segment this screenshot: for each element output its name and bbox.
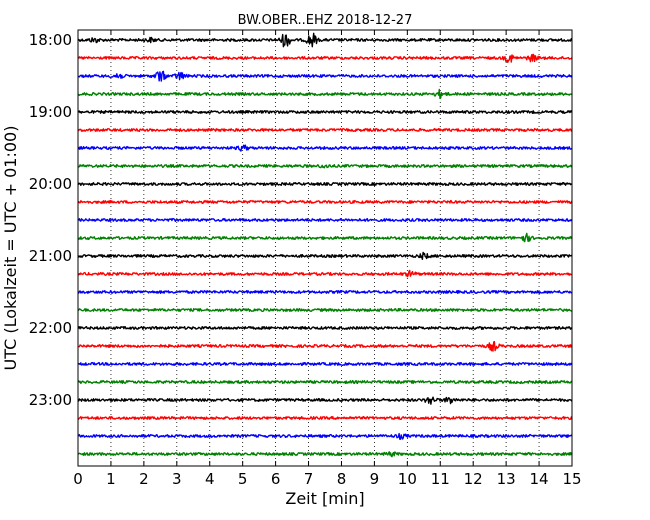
seismic-trace	[77, 432, 573, 440]
y-tick-label: 18:00	[29, 31, 72, 49]
seismic-trace	[77, 416, 573, 420]
seismic-trace	[77, 362, 573, 366]
y-tick-label: 23:00	[29, 391, 72, 409]
x-tick-label: 10	[398, 470, 417, 488]
grid-lines	[110, 30, 540, 466]
x-tick-label: 14	[530, 470, 549, 488]
seismic-trace	[77, 341, 573, 352]
chart-title: BW.OBER..EHZ 2018-12-27	[238, 13, 413, 28]
x-tick-label: 4	[205, 470, 215, 488]
x-tick-label: 5	[238, 470, 248, 488]
seismic-trace	[77, 182, 573, 186]
x-tick-label: 7	[304, 470, 314, 488]
y-tick-label: 19:00	[29, 103, 72, 121]
x-tick-label: 1	[106, 470, 116, 488]
seismic-trace	[77, 218, 573, 222]
x-tick-label: 12	[464, 470, 483, 488]
seismic-trace	[77, 251, 573, 260]
seismic-trace	[77, 232, 573, 243]
trace-group	[77, 32, 573, 458]
seismic-trace	[77, 70, 573, 82]
x-tick-label: 11	[431, 470, 450, 488]
seismic-trace	[77, 32, 572, 48]
seismic-trace	[77, 290, 573, 294]
seismic-trace	[77, 200, 573, 204]
seismic-trace	[77, 144, 573, 152]
x-tick-label: 15	[562, 470, 581, 488]
x-axis-ticks: 0 1 2 3 4 5 6 7 8 9 10 11 12 13 14 15	[73, 30, 582, 488]
seismic-trace	[78, 308, 572, 312]
y-tick-label: 22:00	[29, 319, 72, 337]
seismic-trace	[77, 88, 573, 100]
seismic-trace	[77, 396, 573, 405]
seismic-trace	[77, 53, 573, 64]
x-tick-label: 2	[139, 470, 149, 488]
plot-frame	[77, 29, 573, 467]
seismic-trace	[77, 380, 573, 384]
seismic-trace	[77, 451, 573, 458]
y-axis-label: UTC (Lokalzeit = UTC + 01:00)	[1, 126, 20, 371]
x-tick-label: 0	[73, 470, 83, 488]
y-axis-ticks: 18:00 19:00 20:00 21:00 22:00 23:00	[29, 31, 572, 409]
x-tick-label: 9	[370, 470, 380, 488]
x-tick-label: 13	[497, 470, 516, 488]
seismic-trace	[77, 269, 573, 278]
x-axis-label: Zeit [min]	[285, 489, 364, 508]
x-tick-label: 8	[337, 470, 347, 488]
seismic-trace	[77, 127, 573, 132]
seismic-trace	[77, 326, 573, 330]
seismic-trace	[77, 110, 573, 114]
x-tick-label: 6	[271, 470, 281, 488]
y-tick-label: 21:00	[29, 247, 72, 265]
x-tick-label: 3	[172, 470, 182, 488]
seismic-trace	[77, 164, 572, 169]
y-tick-label: 20:00	[29, 175, 72, 193]
